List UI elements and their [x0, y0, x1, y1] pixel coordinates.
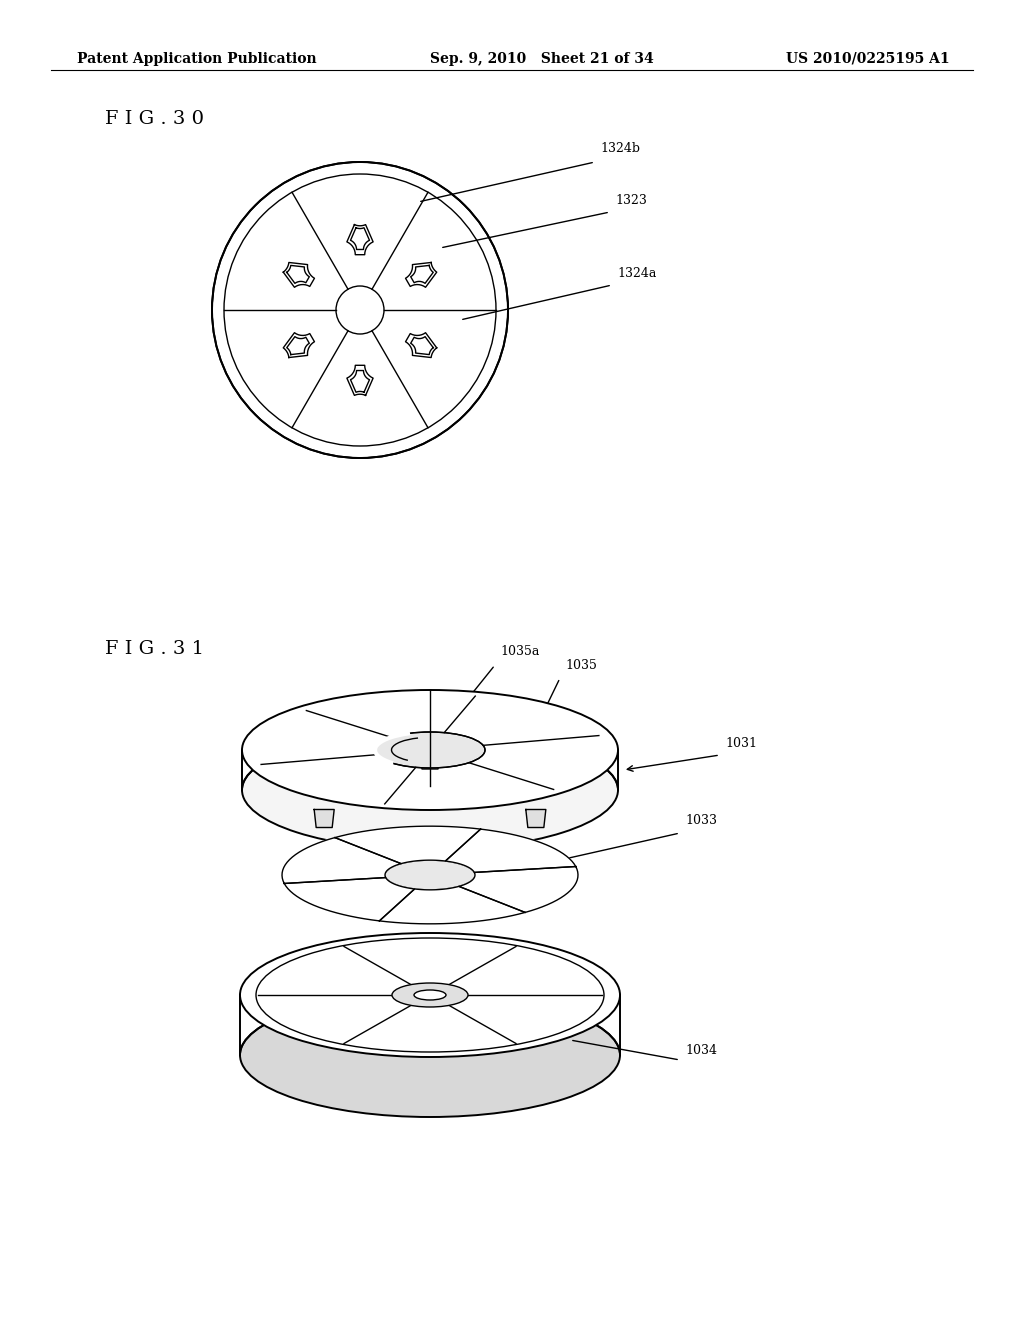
Polygon shape: [420, 751, 440, 770]
Text: 1035: 1035: [565, 659, 597, 672]
Text: 1324b: 1324b: [600, 143, 640, 154]
Text: 1324a: 1324a: [617, 267, 656, 280]
Circle shape: [212, 162, 508, 458]
Ellipse shape: [375, 733, 485, 768]
Text: 1035a: 1035a: [500, 645, 540, 657]
Polygon shape: [347, 366, 373, 396]
Ellipse shape: [240, 993, 620, 1117]
Text: Patent Application Publication: Patent Application Publication: [77, 51, 316, 66]
Polygon shape: [285, 878, 415, 921]
Polygon shape: [335, 826, 480, 863]
Text: F I G . 3 1: F I G . 3 1: [105, 640, 204, 657]
Ellipse shape: [242, 690, 618, 810]
Text: Sep. 9, 2010   Sheet 21 of 34: Sep. 9, 2010 Sheet 21 of 34: [430, 51, 653, 66]
Text: 1034: 1034: [685, 1044, 717, 1057]
Polygon shape: [445, 829, 575, 873]
Text: US 2010/0225195 A1: US 2010/0225195 A1: [786, 51, 950, 66]
Polygon shape: [282, 838, 401, 883]
Polygon shape: [284, 263, 314, 288]
Polygon shape: [459, 866, 578, 912]
Ellipse shape: [385, 861, 475, 890]
Polygon shape: [526, 809, 546, 828]
Text: 1031: 1031: [725, 737, 757, 750]
Polygon shape: [406, 263, 436, 288]
Ellipse shape: [392, 983, 468, 1007]
Text: 1033: 1033: [685, 814, 717, 828]
Polygon shape: [284, 333, 314, 358]
Polygon shape: [314, 809, 334, 828]
Ellipse shape: [240, 933, 620, 1057]
Ellipse shape: [414, 990, 446, 1001]
Polygon shape: [406, 333, 436, 358]
Text: 1323: 1323: [615, 194, 647, 207]
Ellipse shape: [242, 730, 618, 850]
Polygon shape: [347, 224, 373, 255]
Polygon shape: [379, 886, 525, 924]
Text: F I G . 3 0: F I G . 3 0: [105, 110, 204, 128]
